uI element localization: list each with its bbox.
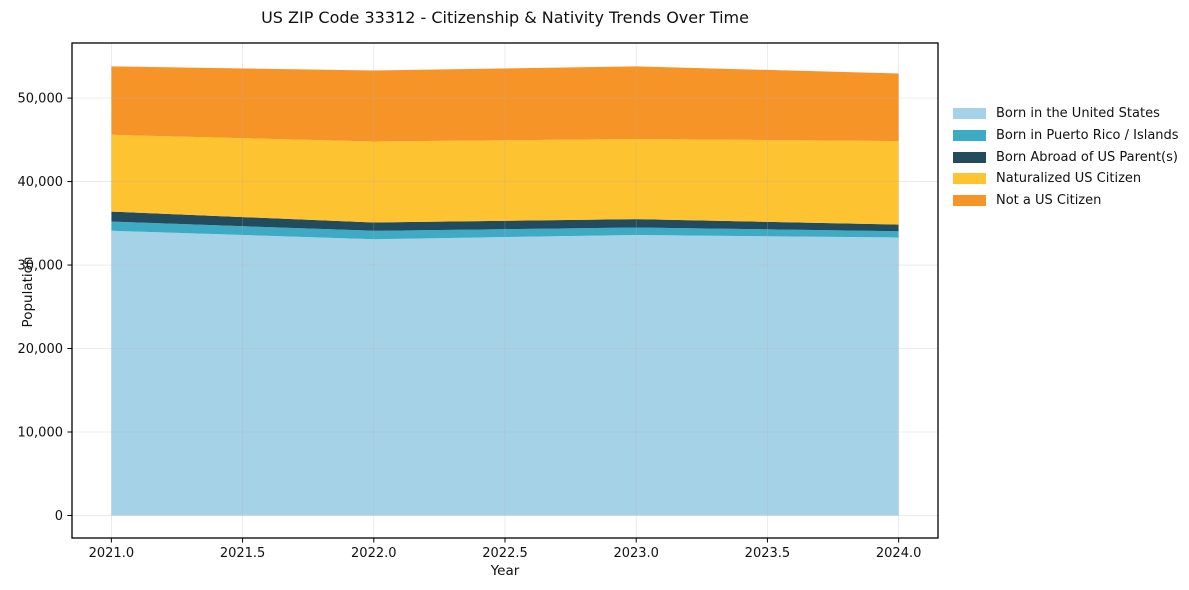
legend-label: Not a US Citizen — [996, 193, 1102, 209]
legend-label: Born Abroad of US Parent(s) — [996, 149, 1178, 165]
legend-swatch — [953, 130, 986, 142]
x-tick-label: 2023.5 — [745, 546, 791, 561]
x-tick-label: 2024.0 — [876, 546, 922, 561]
y-tick-label: 10,000 — [18, 425, 64, 440]
area-series-4 — [111, 66, 899, 142]
x-tick-label: 2021.0 — [89, 546, 135, 561]
x-tick-label: 2022.5 — [482, 546, 528, 561]
legend-item-2: Born Abroad of US Parent(s) — [953, 146, 1179, 168]
legend: Born in the United States Born in Puerto … — [953, 103, 1179, 211]
legend-swatch — [953, 173, 986, 185]
x-tick-label: 2023.0 — [613, 546, 659, 561]
legend-swatch — [953, 195, 986, 207]
legend-swatch — [953, 108, 986, 120]
area-series-0 — [111, 230, 899, 516]
legend-label: Born in Puerto Rico / Islands — [996, 128, 1179, 144]
y-tick-label: 20,000 — [18, 342, 64, 357]
area-series-1 — [111, 221, 899, 240]
y-tick-label: 0 — [55, 509, 63, 524]
x-axis-title: Year — [490, 563, 520, 579]
area-series-3 — [111, 134, 899, 225]
legend-item-4: Not a US Citizen — [953, 190, 1179, 212]
chart-title: US ZIP Code 33312 - Citizenship & Nativi… — [261, 8, 749, 27]
y-tick-label: 30,000 — [18, 259, 64, 274]
area-series-2 — [111, 211, 899, 232]
x-tick-label: 2022.0 — [351, 546, 397, 561]
legend-label: Born in the United States — [996, 106, 1160, 122]
legend-label: Naturalized US Citizen — [996, 171, 1142, 187]
legend-swatch — [953, 151, 986, 163]
legend-item-1: Born in Puerto Rico / Islands — [953, 125, 1179, 147]
y-tick-label: 50,000 — [18, 92, 64, 107]
legend-item-0: Born in the United States — [953, 103, 1179, 125]
x-tick-label: 2021.5 — [220, 546, 266, 561]
legend-item-3: Naturalized US Citizen — [953, 168, 1179, 190]
y-tick-label: 40,000 — [18, 175, 64, 190]
